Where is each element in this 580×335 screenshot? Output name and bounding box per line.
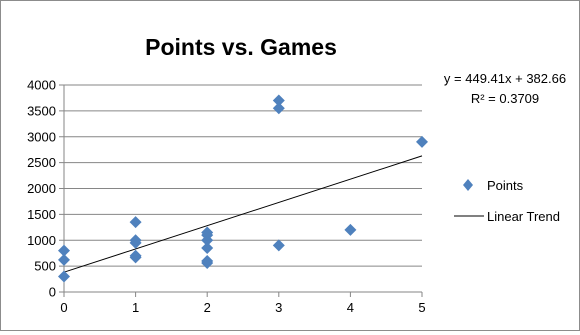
trendline-layer [63, 155, 423, 273]
y-tick-label: 1000 [27, 233, 56, 248]
legend-trend-label: Linear Trend [487, 209, 560, 224]
y-tick-label: 3000 [27, 129, 56, 144]
x-tick-label: 5 [418, 300, 425, 315]
x-tick-label: 3 [275, 300, 282, 315]
data-point [344, 223, 357, 236]
data-points [58, 94, 428, 283]
y-tick-label: 3500 [27, 103, 56, 118]
data-point [58, 244, 70, 257]
x-tick-label: 2 [204, 300, 211, 315]
data-point [201, 226, 214, 239]
x-tick-label: 0 [60, 300, 67, 315]
y-tick-label: 2500 [27, 155, 56, 170]
trendline [63, 155, 423, 273]
y-tick-label: 1500 [27, 207, 56, 222]
data-point [129, 216, 142, 229]
data-point [272, 239, 285, 252]
axes: 0 500 1000 1500 2000 2500 3000 3500 4000 0 1 2 3 4 5 [27, 78, 426, 316]
legend-points-marker [463, 179, 473, 191]
legend-points-label: Points [487, 178, 524, 193]
data-point [58, 270, 70, 283]
trendline-equation: y = 449.41x + 382.66 [444, 71, 566, 86]
y-tick-label: 4000 [27, 78, 56, 93]
data-point [201, 254, 214, 267]
data-point [58, 253, 70, 266]
data-point [416, 135, 428, 148]
data-point [201, 242, 214, 255]
x-tick-label: 4 [347, 300, 354, 315]
scatter-chart: Points vs. Games 05001000150020002500300… [27, 34, 566, 316]
gridlines [64, 84, 422, 267]
y-tick-label: 500 [34, 259, 56, 274]
y-tick-label: 0 [49, 285, 56, 300]
x-tick-label: 1 [132, 300, 139, 315]
trendline-r-squared: R² = 0.3709 [471, 91, 539, 106]
data-point [129, 234, 142, 247]
data-point [272, 102, 285, 115]
legend: Points Linear Trend [454, 178, 560, 224]
data-point [129, 249, 142, 262]
y-tick-label: 2000 [27, 181, 56, 196]
chart-title: Points vs. Games [145, 34, 337, 60]
data-point [272, 94, 285, 107]
